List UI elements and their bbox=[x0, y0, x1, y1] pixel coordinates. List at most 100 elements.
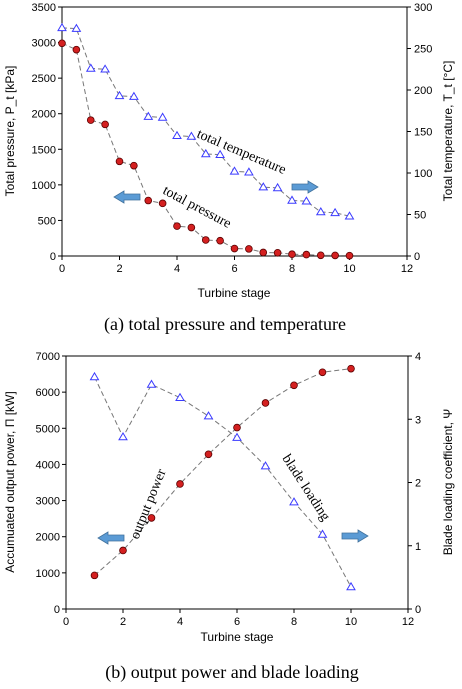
y-right-tick-label: 150 bbox=[414, 127, 432, 139]
data-point-circle bbox=[147, 514, 156, 522]
data-point-triangle bbox=[71, 23, 82, 32]
data-point-triangle bbox=[215, 149, 225, 158]
data-point-circle bbox=[261, 399, 270, 407]
data-point-circle bbox=[115, 157, 124, 166]
data-point-circle bbox=[259, 248, 268, 257]
y-axis-label-right-a: Total temperature, T_t [°C] bbox=[441, 61, 455, 202]
annotation-blade-loading: blade loading bbox=[279, 452, 333, 524]
x-tick-label: 2 bbox=[120, 616, 126, 628]
data-point-triangle bbox=[157, 112, 168, 121]
x-tick-label: 6 bbox=[231, 263, 237, 275]
y-left-tick-label: 7000 bbox=[36, 351, 60, 363]
data-point-triangle bbox=[203, 411, 214, 420]
y-right-tick-label: 100 bbox=[414, 168, 432, 180]
data-point-triangle bbox=[57, 22, 67, 32]
data-point-circle bbox=[144, 196, 153, 205]
data-point-circle bbox=[316, 251, 325, 260]
data-point-circle bbox=[347, 364, 355, 373]
y-left-tick-label: 3000 bbox=[36, 496, 60, 508]
data-point-circle bbox=[58, 39, 66, 48]
chart-a: 0 2 4 6 8 10 120500100015002000250030003500050… bbox=[3, 2, 455, 335]
data-point-triangle bbox=[186, 131, 197, 140]
data-point-circle bbox=[204, 450, 213, 459]
plot-frame-a bbox=[61, 6, 408, 257]
series-group-b bbox=[89, 364, 356, 591]
arrow-right-icon bbox=[341, 529, 369, 543]
data-point-triangle bbox=[143, 111, 154, 120]
y-right-tick-label: 4 bbox=[415, 351, 421, 363]
y-left-tick-label: 1500 bbox=[32, 144, 56, 156]
series-line-b-1 bbox=[94, 376, 352, 588]
data-point-triangle bbox=[287, 195, 297, 204]
arrow-left-icon bbox=[97, 531, 125, 545]
data-point-circle bbox=[176, 480, 184, 488]
chart-b: 0 2 4 6 8 10 120100020003000400050006000700001… bbox=[3, 351, 455, 683]
data-point-circle bbox=[288, 250, 296, 259]
y-left-tick-label: 4000 bbox=[36, 459, 60, 471]
y-right-tick-label: 50 bbox=[414, 210, 426, 222]
data-point-triangle bbox=[317, 529, 328, 538]
x-tick-label: 12 bbox=[401, 263, 413, 275]
y-left-tick-label: 1000 bbox=[36, 568, 60, 580]
data-point-circle bbox=[201, 236, 210, 244]
y-left-tick-label: 2000 bbox=[32, 109, 56, 121]
data-point-triangle bbox=[232, 432, 242, 441]
y-left-tick-label: 2500 bbox=[32, 73, 56, 85]
y-right-tick-label: 3 bbox=[415, 414, 421, 426]
data-point-triangle bbox=[346, 581, 356, 591]
x-axis-label-b: Turbine stage bbox=[201, 630, 274, 644]
data-point-triangle bbox=[85, 63, 96, 72]
series-line-b-0 bbox=[94, 368, 352, 576]
caption-b: (b) output power and blade loading bbox=[105, 662, 358, 683]
y-axis-label-left-a: Total pressure, P_t [kPa] bbox=[3, 66, 17, 197]
x-tick-label: 12 bbox=[402, 616, 414, 628]
data-point-triangle bbox=[175, 392, 185, 401]
data-point-circle bbox=[158, 199, 167, 208]
data-point-circle bbox=[273, 248, 282, 257]
data-point-triangle bbox=[301, 196, 312, 205]
data-point-triangle bbox=[118, 432, 128, 441]
data-point-triangle bbox=[272, 182, 283, 192]
data-point-circle bbox=[345, 251, 354, 260]
annotation-total-temperature: total temperature bbox=[194, 127, 288, 178]
y-right-tick-label: 1 bbox=[415, 541, 421, 553]
x-tick-label: 2 bbox=[116, 263, 122, 275]
arrow-right-icon bbox=[291, 180, 319, 194]
series-line-a-1 bbox=[61, 42, 350, 257]
y-left-tick-label: 1000 bbox=[32, 180, 56, 192]
x-tick-label: 4 bbox=[174, 263, 180, 275]
x-axis-label-a: Turbine stage bbox=[198, 286, 271, 300]
y-left-tick-label: 3000 bbox=[32, 38, 56, 50]
x-tick-label: 6 bbox=[234, 616, 240, 628]
x-tick-label: 10 bbox=[343, 263, 355, 275]
y-left-tick-label: 5000 bbox=[36, 423, 60, 435]
data-point-circle bbox=[233, 423, 241, 432]
data-point-circle bbox=[86, 116, 95, 124]
y-left-tick-label: 0 bbox=[50, 251, 56, 263]
x-tick-label: 0 bbox=[59, 263, 65, 275]
data-point-circle bbox=[72, 45, 81, 54]
data-point-triangle bbox=[244, 167, 254, 176]
data-point-triangle bbox=[129, 91, 139, 100]
data-point-circle bbox=[187, 223, 196, 232]
annotation-total-pressure: total pressure bbox=[160, 183, 233, 231]
data-point-circle bbox=[119, 546, 127, 555]
data-point-circle bbox=[130, 161, 138, 170]
y-right-tick-label: 300 bbox=[414, 2, 432, 14]
y-right-tick-label: 2 bbox=[415, 478, 421, 490]
data-point-triangle bbox=[100, 64, 110, 73]
y-right-tick-label: 250 bbox=[414, 44, 432, 56]
y-axis-label-right-b: Blade loading coefficient, Ψ bbox=[441, 409, 455, 556]
data-point-triangle bbox=[200, 148, 211, 158]
data-point-triangle bbox=[146, 379, 157, 388]
x-tick-label: 10 bbox=[345, 616, 357, 628]
arrow-left-icon bbox=[113, 190, 141, 204]
x-tick-label: 8 bbox=[289, 263, 295, 275]
data-point-triangle bbox=[229, 166, 240, 175]
data-point-triangle bbox=[89, 371, 100, 381]
caption-a: (a) total pressure and temperature bbox=[104, 314, 346, 335]
data-point-circle bbox=[230, 244, 239, 253]
series-line-a-0 bbox=[61, 27, 350, 217]
data-point-circle bbox=[302, 250, 311, 259]
axis-ticks-b: 0 2 4 6 8 10 120100020003000400050006000700001… bbox=[36, 351, 422, 628]
